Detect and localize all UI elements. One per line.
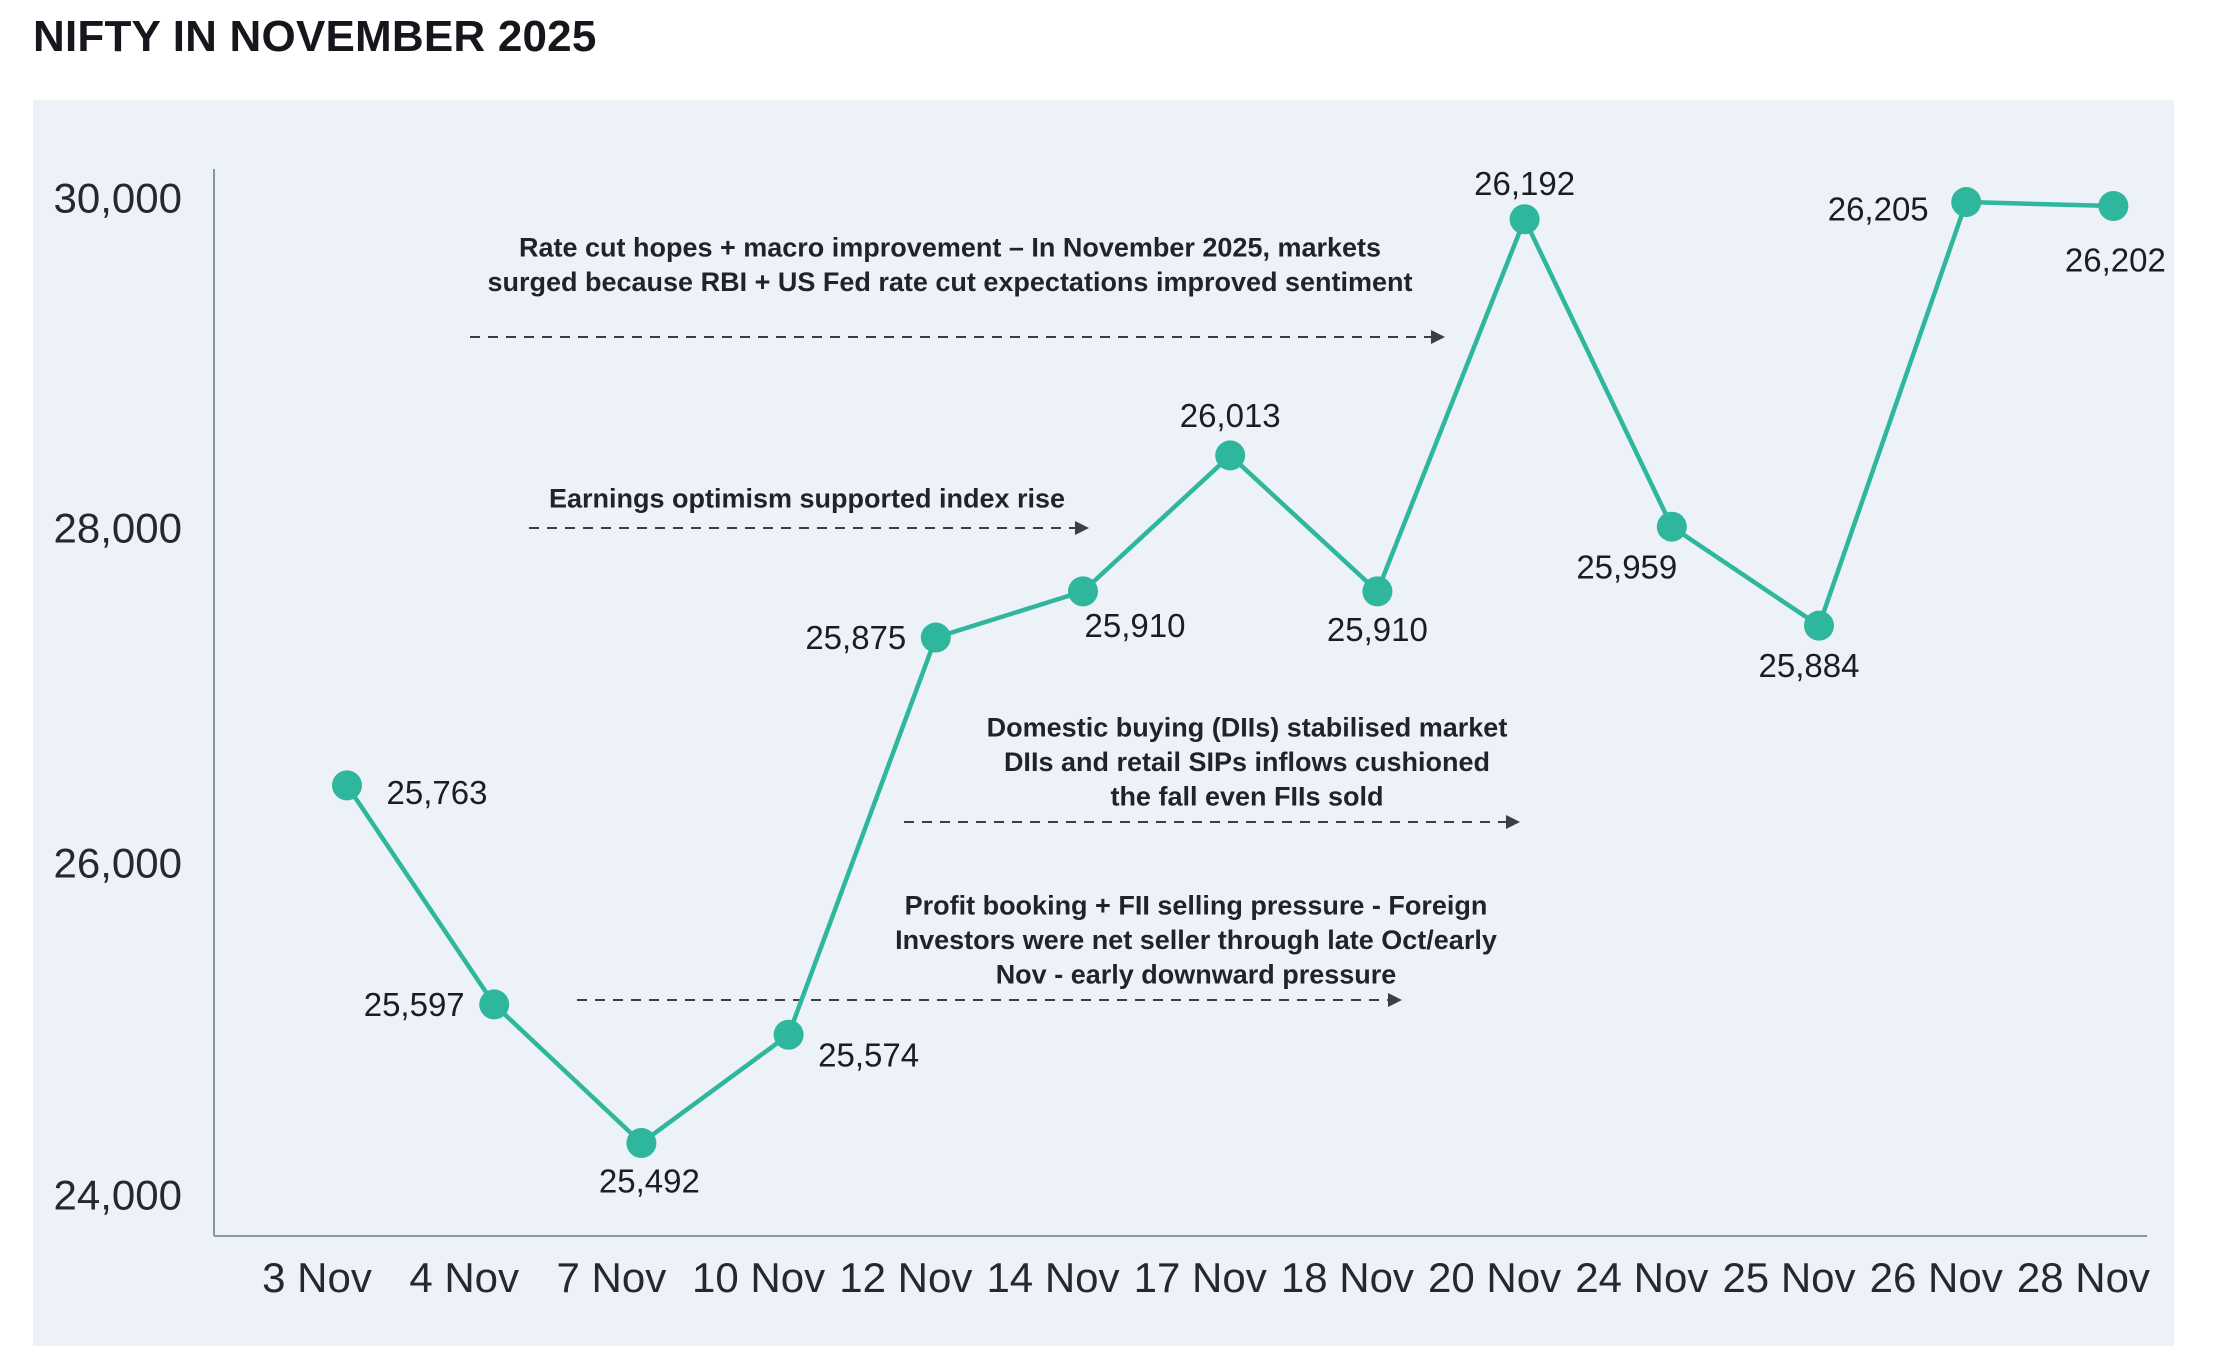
x-tick-label: 25 Nov xyxy=(1722,1254,1855,1301)
x-tick-label: 12 Nov xyxy=(839,1254,972,1301)
x-tick-label: 20 Nov xyxy=(1428,1254,1561,1301)
x-tick-label: 3 Nov xyxy=(262,1254,372,1301)
nifty-line-chart: 30,000 28,000 26,000 24,000 3 Nov 4 Nov 7 Nov 1… xyxy=(54,165,2166,1301)
x-tick-label: 18 Nov xyxy=(1281,1254,1414,1301)
annotation-arrow-head xyxy=(1506,815,1520,829)
annotation-text-line: DIIs and retail SIPs inflows cushioned xyxy=(1004,747,1490,777)
annotation-arrow-head xyxy=(1431,330,1445,344)
x-tick-label: 28 Nov xyxy=(2017,1254,2150,1301)
data-point-value-label: 26,013 xyxy=(1180,397,1281,434)
annotation-text-line: Rate cut hopes + macro improvement – In … xyxy=(519,232,1381,262)
data-point xyxy=(332,770,362,801)
data-point-value-label: 25,574 xyxy=(818,1036,919,1073)
annotation-text-line: Investors were net seller through late O… xyxy=(895,925,1497,955)
data-point-value-label: 25,763 xyxy=(387,774,488,811)
x-tick-label: 24 Nov xyxy=(1575,1254,1708,1301)
annotation-text-line: Earnings optimism supported index rise xyxy=(549,483,1065,513)
annotation-text-line: surged because RBI + US Fed rate cut exp… xyxy=(487,267,1412,297)
data-point xyxy=(1656,511,1687,542)
x-tick-label: 26 Nov xyxy=(1870,1254,2003,1301)
data-point-value-label: 25,910 xyxy=(1085,607,1186,644)
annotation-profit-booking: Profit booking + FII selling pressure - … xyxy=(577,890,1497,1007)
annotation-arrow-head xyxy=(1075,521,1089,535)
data-point xyxy=(1804,610,1834,641)
annotation-earnings-optimism: Earnings optimism supported index rise xyxy=(529,483,1089,535)
y-tick-label: 30,000 xyxy=(54,175,182,222)
annotation-text-line: Profit booking + FII selling pressure - … xyxy=(905,890,1488,920)
data-point-value-label: 25,597 xyxy=(364,986,465,1023)
y-tick-label: 24,000 xyxy=(54,1172,182,1219)
chart-panel: 30,000 28,000 26,000 24,000 3 Nov 4 Nov 7 Nov 1… xyxy=(33,100,2174,1346)
annotation-arrow-head xyxy=(1388,993,1402,1007)
page-title: NIFTY IN NOVEMBER 2025 xyxy=(33,12,597,61)
data-point-value-label: 25,959 xyxy=(1576,548,1677,585)
annotation-text-line: the fall even FIIs sold xyxy=(1110,781,1383,811)
data-point xyxy=(2098,191,2129,222)
data-point xyxy=(1509,204,1540,235)
x-tick-label: 10 Nov xyxy=(692,1254,825,1301)
data-point xyxy=(479,989,510,1020)
data-point-value-label: 25,875 xyxy=(805,619,906,656)
data-point-value-label: 26,205 xyxy=(1828,191,1929,228)
data-point xyxy=(1215,440,1246,471)
y-tick-label: 28,000 xyxy=(54,505,182,552)
annotation-rate-cut-hopes: Rate cut hopes + macro improvement – In … xyxy=(470,232,1445,344)
x-tick-label: 4 Nov xyxy=(409,1254,519,1301)
data-point xyxy=(1951,187,1982,218)
data-point-value-label: 26,192 xyxy=(1474,165,1575,202)
x-tick-label: 17 Nov xyxy=(1134,1254,1267,1301)
annotation-domestic-buying: Domestic buying (DIIs) stabilised market… xyxy=(904,712,1520,829)
data-point-value-label: 26,202 xyxy=(2065,242,2166,279)
data-point-value-label: 25,910 xyxy=(1327,611,1428,648)
data-point xyxy=(1362,576,1393,607)
annotation-text-line: Nov - early downward pressure xyxy=(996,959,1397,989)
data-point-value-label: 25,884 xyxy=(1759,647,1860,684)
data-point xyxy=(1068,576,1098,607)
data-point xyxy=(773,1019,804,1050)
data-point-value-label: 25,492 xyxy=(599,1163,700,1200)
x-tick-label: 14 Nov xyxy=(986,1254,1119,1301)
data-point xyxy=(626,1128,657,1158)
y-tick-label: 26,000 xyxy=(54,840,182,887)
annotation-text-line: Domestic buying (DIIs) stabilised market xyxy=(987,712,1508,742)
data-point xyxy=(920,622,951,653)
x-tick-label: 7 Nov xyxy=(557,1254,667,1301)
